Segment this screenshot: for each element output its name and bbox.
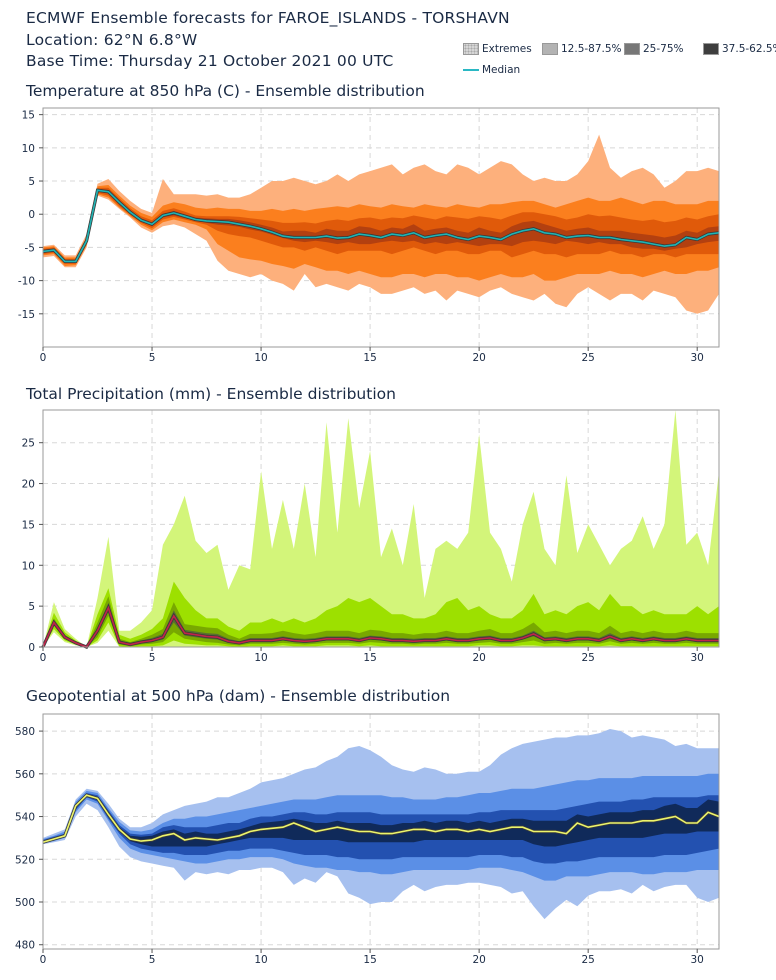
page-title: ECMWF Ensemble forecasts for FAROE_ISLAN…	[26, 9, 510, 27]
temperature-chart-title: Temperature at 850 hPa (C) - Ensemble di…	[26, 82, 425, 100]
precipitation-x-tick-label: 20	[472, 652, 485, 664]
extremes-swatch-icon	[463, 43, 479, 55]
temperature-x-tick-label: 25	[581, 352, 594, 364]
median-line-icon	[463, 69, 479, 71]
temperature-plot-frame	[42, 107, 720, 348]
legend-p25-75: 25-75%	[624, 43, 684, 55]
precipitation-x-tick-label: 0	[40, 652, 47, 664]
temperature-y-tick-label: 10	[22, 143, 35, 155]
temperature-x-tick-label: 20	[472, 352, 485, 364]
legend-p37-62: 37.5-62.5%	[703, 43, 776, 55]
precipitation-x-tick-label: 10	[254, 652, 267, 664]
temperature-y-tick-label: 5	[28, 176, 35, 188]
precipitation-y-tick-label: 5	[28, 601, 35, 613]
precipitation-y-tick-label: 20	[22, 479, 35, 491]
temperature-y-tick-label: -15	[18, 309, 35, 321]
temperature-y-tick-label: 0	[28, 209, 35, 221]
geopotential-plot-frame	[42, 713, 720, 950]
location-label: Location: 62°N 6.8°W	[26, 31, 198, 49]
legend-p12-87-label: 12.5-87.5%	[561, 43, 622, 55]
legend-p25-75-label: 25-75%	[643, 43, 684, 55]
precipitation-y-tick-label: 15	[22, 519, 35, 531]
geopotential-chart: 0 5 10 15 20 25 30 480 500 520 540 560 580	[15, 713, 720, 966]
geopotential-chart-title: Geopotential at 500 hPa (dam) - Ensemble…	[26, 687, 451, 705]
geopotential-x-tick-label: 5	[149, 954, 156, 966]
geopotential-x-tick-label: 30	[691, 954, 704, 966]
legend-median-label: Median	[482, 64, 521, 76]
geopotential-y-tick-label: 520	[15, 854, 35, 866]
geopotential-x-tick-label: 20	[472, 954, 485, 966]
geopotential-band-p37-62	[43, 794, 719, 847]
temperature-median-line	[42, 189, 720, 263]
temperature-x-tick-label: 0	[40, 352, 47, 364]
geopotential-y-tick-label: 480	[15, 940, 35, 952]
geopotential-y-tick-label: 500	[15, 897, 35, 909]
p12-87-swatch-icon	[542, 43, 558, 55]
temperature-band-p25-75	[43, 187, 719, 264]
p37-62-swatch-icon	[703, 43, 719, 55]
legend-p37-62-label: 37.5-62.5%	[722, 43, 776, 55]
precipitation-chart: 0 5 10 15 20 25 30 0 5 10 15 20 25	[22, 409, 720, 664]
legend-extremes: Extremes	[463, 43, 532, 55]
geopotential-x-tick-label: 0	[40, 954, 47, 966]
geopotential-median-line	[42, 794, 720, 843]
geopotential-x-tick-label: 15	[363, 954, 376, 966]
temperature-x-tick-label: 30	[691, 352, 704, 364]
geopotential-x-tick-label: 25	[581, 954, 594, 966]
temperature-x-tick-label: 10	[254, 352, 267, 364]
precipitation-x-tick-label: 5	[149, 652, 156, 664]
precipitation-y-tick-label: 25	[22, 438, 35, 450]
precipitation-band-extremes	[43, 410, 719, 647]
temperature-chart: 0 5 10 15 20 25 30 -15 -10 -5 0 5 10 15	[18, 107, 720, 364]
precipitation-y-tick-label: 10	[22, 560, 35, 572]
temperature-y-tick-label: -5	[25, 242, 35, 254]
precipitation-x-tick-label: 15	[363, 652, 376, 664]
base-time-label: Base Time: Thursday 21 October 2021 00 U…	[26, 52, 394, 70]
geopotential-x-tick-label: 10	[254, 954, 267, 966]
temperature-y-tick-label: 15	[22, 110, 35, 122]
precipitation-y-tick-label: 0	[28, 642, 35, 654]
legend-extremes-label: Extremes	[482, 43, 532, 55]
legend-median: Median	[463, 64, 520, 76]
precipitation-x-tick-label: 25	[581, 652, 594, 664]
geopotential-y-tick-label: 580	[15, 726, 35, 738]
legend-p12-87: 12.5-87.5%	[542, 43, 622, 55]
p25-75-swatch-icon	[624, 43, 640, 55]
temperature-x-tick-label: 5	[149, 352, 156, 364]
temperature-y-tick-label: -10	[18, 276, 35, 288]
precipitation-x-tick-label: 30	[691, 652, 704, 664]
geopotential-y-tick-label: 560	[15, 769, 35, 781]
precipitation-median-line	[42, 605, 719, 648]
temperature-x-tick-label: 15	[363, 352, 376, 364]
precipitation-chart-title: Total Precipitation (mm) - Ensemble dist…	[26, 385, 396, 403]
precipitation-plot-frame	[42, 409, 720, 648]
geopotential-y-tick-label: 540	[15, 812, 35, 824]
